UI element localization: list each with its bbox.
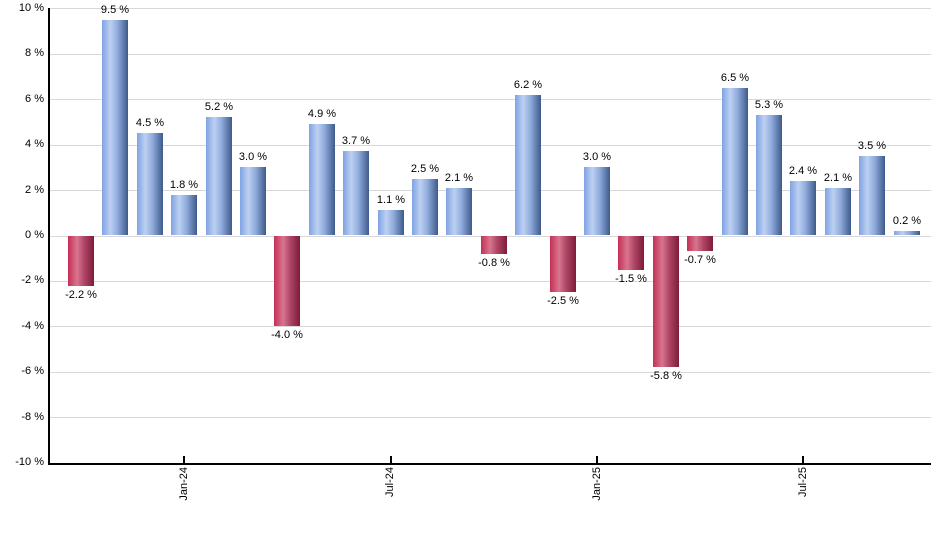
bar-value-label: -0.7 % xyxy=(684,254,716,266)
bar-value-label: 2.4 % xyxy=(788,165,818,177)
y-gridline xyxy=(48,54,931,55)
bar-value-label: 5.2 % xyxy=(204,101,234,113)
x-axis-tick-label: Jul-25 xyxy=(797,467,809,497)
y-gridline xyxy=(48,99,931,100)
negative-bar[interactable] xyxy=(687,235,713,252)
bar-value-label: 5.3 % xyxy=(754,99,784,111)
bar-value-label: 2.1 % xyxy=(444,172,474,184)
positive-bar[interactable] xyxy=(412,178,438,236)
y-axis-tick-label: 10 % xyxy=(18,2,44,14)
bar-value-label: 6.5 % xyxy=(720,72,750,84)
bar-value-label: 3.0 % xyxy=(238,151,268,163)
bar-value-label: 4.9 % xyxy=(307,108,337,120)
positive-bar[interactable] xyxy=(756,115,782,236)
x-axis-tick xyxy=(390,456,392,463)
bar-value-label: 9.5 % xyxy=(100,4,130,16)
y-axis-tick-label: 8 % xyxy=(25,47,44,59)
x-axis-tick xyxy=(183,456,185,463)
bar-value-label: 2.5 % xyxy=(410,163,440,175)
y-axis-tick-label: -6 % xyxy=(21,365,44,377)
bar-value-label: 2.1 % xyxy=(823,172,853,184)
positive-bar[interactable] xyxy=(515,94,541,236)
bar-value-label: 0.2 % xyxy=(892,215,922,227)
bar-value-label: 3.5 % xyxy=(857,140,887,152)
y-axis-tick-label: 6 % xyxy=(25,93,44,105)
positive-bar[interactable] xyxy=(171,194,197,236)
positive-bar[interactable] xyxy=(240,167,266,236)
y-axis-tick-label: 0 % xyxy=(25,229,44,241)
y-axis-tick-label: 4 % xyxy=(25,138,44,150)
y-axis-line xyxy=(48,8,50,465)
bar-value-label: -2.5 % xyxy=(547,295,579,307)
y-axis-tick-label: 2 % xyxy=(25,184,44,196)
y-gridline xyxy=(48,326,931,327)
positive-bar[interactable] xyxy=(584,167,610,236)
bar-value-label: -5.8 % xyxy=(650,370,682,382)
bar-value-label: -1.5 % xyxy=(615,273,647,285)
x-axis-tick xyxy=(596,456,598,463)
y-axis-tick-label: -8 % xyxy=(21,411,44,423)
bar-value-label: -0.8 % xyxy=(478,257,510,269)
positive-bar[interactable] xyxy=(102,19,128,236)
bar-value-label: 4.5 % xyxy=(135,117,165,129)
positive-bar[interactable] xyxy=(894,230,920,236)
negative-bar[interactable] xyxy=(618,235,644,270)
positive-bar[interactable] xyxy=(859,155,885,236)
positive-bar[interactable] xyxy=(309,124,335,236)
x-axis-tick-label: Jul-24 xyxy=(384,467,396,497)
y-gridline xyxy=(48,190,931,191)
bar-value-label: -2.2 % xyxy=(65,289,97,301)
negative-bar[interactable] xyxy=(68,235,94,286)
positive-bar[interactable] xyxy=(790,180,816,236)
positive-bar[interactable] xyxy=(378,210,404,236)
negative-bar[interactable] xyxy=(653,235,679,368)
positive-bar[interactable] xyxy=(343,151,369,236)
positive-bar[interactable] xyxy=(825,187,851,236)
y-gridline xyxy=(48,145,931,146)
x-axis-tick-label: Jan-25 xyxy=(591,467,603,501)
y-gridline xyxy=(48,281,931,282)
y-gridline xyxy=(48,417,931,418)
bar-value-label: 3.7 % xyxy=(341,135,371,147)
y-axis-tick-label: -4 % xyxy=(21,320,44,332)
x-axis-line xyxy=(48,463,931,465)
y-gridline xyxy=(48,372,931,373)
negative-bar[interactable] xyxy=(550,235,576,293)
x-axis-tick xyxy=(802,456,804,463)
negative-bar[interactable] xyxy=(481,235,507,254)
positive-bar[interactable] xyxy=(446,187,472,236)
negative-bar[interactable] xyxy=(274,235,300,327)
bar-value-label: 6.2 % xyxy=(513,79,543,91)
bar-value-label: 1.1 % xyxy=(376,194,406,206)
y-axis-tick-label: -10 % xyxy=(15,456,44,468)
bar-value-label: 1.8 % xyxy=(169,179,199,191)
y-axis-tick-label: -2 % xyxy=(21,274,44,286)
bar-value-label: 3.0 % xyxy=(582,151,612,163)
positive-bar[interactable] xyxy=(206,117,232,236)
x-axis-tick-label: Jan-24 xyxy=(178,467,190,501)
y-gridline xyxy=(48,8,931,9)
positive-bar[interactable] xyxy=(137,133,163,236)
bar-value-label: -4.0 % xyxy=(271,329,303,341)
positive-bar[interactable] xyxy=(722,87,748,236)
